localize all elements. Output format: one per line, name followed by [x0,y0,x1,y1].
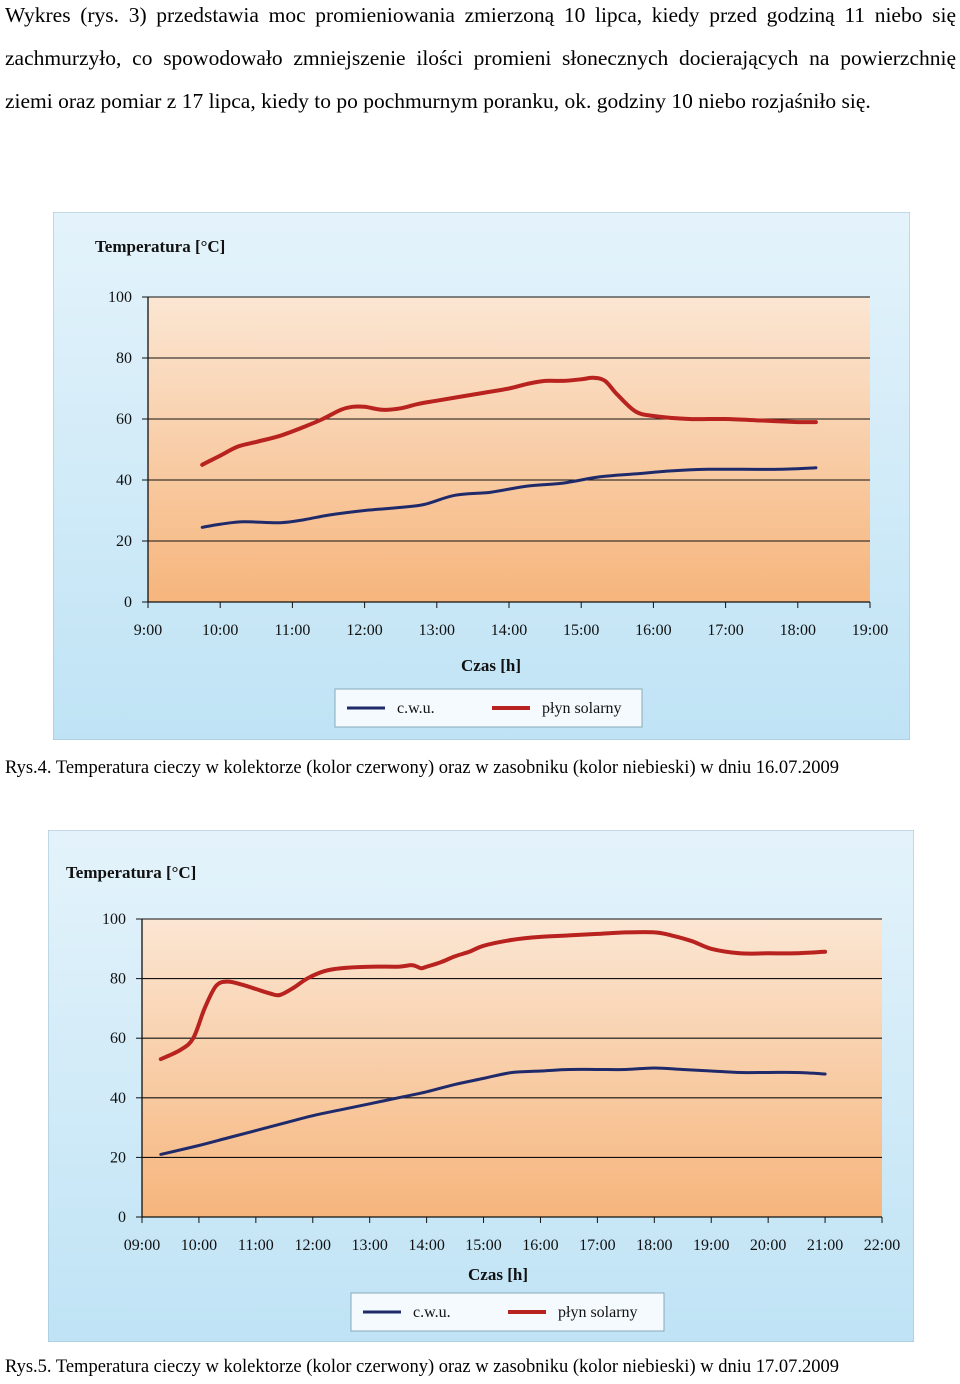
x-tick-label: 18:00 [780,622,816,639]
y-tick-label: 40 [110,1090,126,1107]
series-line-solar [200,375,818,467]
legend-box [334,688,643,728]
intro-paragraph: Wykres (rys. 3) przedstawia moc promieni… [5,3,956,113]
figure-rys-4: 0 20 40 60 80 100 9:00 10:00 11:00 12:00 13:00 14:0… [53,212,910,740]
x-tick-label: 15:00 [563,622,599,639]
x-tick-label: 17:00 [579,1237,615,1254]
y-tick-label: 80 [110,971,126,988]
y-tick-label: 80 [116,350,132,367]
figure-rys-5: 0 20 40 60 80 100 09:00 10:00 11:00 12:00 13:00 14:… [48,830,914,1342]
y-axis-title: Temperatura [°C] [66,863,196,882]
x-axis-title: Czas [h] [461,656,521,675]
x-tick-label: 16:00 [635,622,671,639]
y-tick-label: 100 [102,911,126,928]
x-tick-label: 19:00 [693,1237,729,1254]
y-tick-label: 100 [108,289,132,306]
legend-label: płyn solarny [542,700,622,717]
x-tick-label: 14:00 [408,1237,444,1254]
x-tick-label: 19:00 [852,622,888,639]
chart-17-07-2009: 0 20 40 60 80 100 09:00 10:00 11:00 12:00 13:00 14:… [48,830,914,1342]
legend: c.w.u. płyn solarny [334,688,643,728]
legend: c.w.u. płyn solarny [350,1292,665,1332]
x-tick-label: 14:00 [491,622,527,639]
x-tick-label: 16:00 [522,1237,558,1254]
x-tick-label: 21:00 [807,1237,843,1254]
x-tick-label: 10:00 [181,1237,217,1254]
x-tick-label: 9:00 [134,622,162,639]
y-tick-label: 0 [118,1209,126,1226]
y-axis-title: Temperatura [°C] [95,237,225,256]
series-line-cwu [200,466,818,529]
x-tick-label: 12:00 [295,1237,331,1254]
x-tick-label: 18:00 [636,1237,672,1254]
x-axis-title: Czas [h] [468,1265,528,1284]
series-line-cwu [159,1066,827,1156]
x-tick-label: 22:00 [864,1237,900,1254]
legend-box [350,1292,665,1332]
y-tick-label: 0 [124,594,132,611]
x-tick-label: 10:00 [202,622,238,639]
plot-area [142,919,882,1217]
legend-label: płyn solarny [558,1304,638,1321]
x-tick-label: 11:00 [238,1237,274,1254]
x-tick-label: 11:00 [274,622,310,639]
y-tick-label: 60 [110,1030,126,1047]
x-tick-label: 13:00 [351,1237,387,1254]
y-tick-label: 60 [116,411,132,428]
x-tick-label: 09:00 [124,1237,160,1254]
plot-area [148,297,870,602]
x-tick-label: 13:00 [419,622,455,639]
x-tick-label: 12:00 [346,622,382,639]
y-tick-label: 20 [116,533,132,550]
legend-label: c.w.u. [413,1304,451,1321]
legend-label: c.w.u. [397,700,435,717]
y-tick-label: 40 [116,472,132,489]
x-tick-label: 15:00 [465,1237,501,1254]
x-tick-label: 20:00 [750,1237,786,1254]
caption-rys-4: Rys.4. Temperatura cieczy w kolektorze (… [5,758,839,778]
caption-rys-5: Rys.5. Temperatura cieczy w kolektorze (… [5,1357,839,1377]
x-tick-label: 17:00 [707,622,743,639]
series-line-solar [158,930,828,1062]
chart-16-07-2009: 0 20 40 60 80 100 9:00 10:00 11:00 12:00 13:00 14:0… [53,212,910,740]
y-tick-label: 20 [110,1149,126,1166]
